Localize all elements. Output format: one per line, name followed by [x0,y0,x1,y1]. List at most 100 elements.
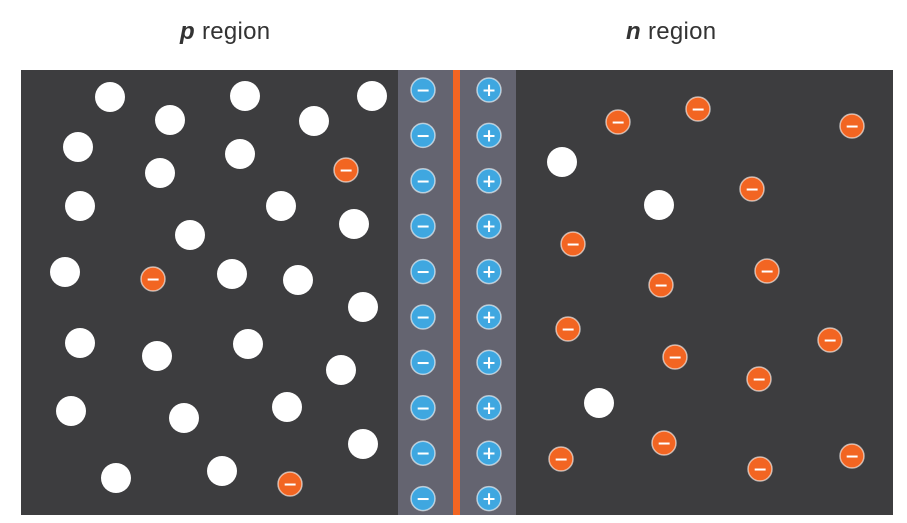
electron: − [277,471,303,497]
positive-ion: + [476,349,502,376]
hole [547,147,577,177]
positive-ion: + [476,304,502,330]
negative-ion: − [410,395,436,421]
electron: − [662,344,688,370]
negative-ion: − [410,122,436,149]
negative-ion-sign: − [416,353,431,373]
electron: − [839,443,865,469]
electron: − [548,446,574,472]
hole [272,392,302,422]
hole [101,463,131,493]
electron: − [739,176,765,202]
electron-body [333,157,359,183]
electron: − [605,109,631,135]
negative-ion-sign: − [416,217,431,237]
negative-ion: − [410,77,436,103]
electron-body [839,113,865,139]
positive-ion-sign: + [482,308,497,328]
negative-ion: − [410,213,436,239]
electron: − [651,430,677,456]
positive-ion-sign: + [482,444,497,464]
negative-ion-sign: − [416,444,431,464]
positive-ions-group: + + + + + + + + + + [476,77,502,512]
hole [299,106,329,136]
hole [225,139,255,169]
n-region-word: region [647,18,717,45]
electron: − [839,113,865,139]
hole [95,82,125,112]
electron-body [746,366,772,392]
negative-ion: − [410,440,436,466]
hole [169,403,199,433]
hole [348,429,378,459]
electron: − [685,96,711,122]
hole [175,220,205,250]
hole [230,81,260,111]
hole [584,388,614,418]
electron-sign: − [745,180,760,200]
positive-ion-sign: + [482,263,497,283]
junction-line [453,70,460,515]
electron-sign: − [691,100,706,120]
negative-ion-sign: − [416,126,431,146]
hole [56,396,86,426]
electron-body [839,443,865,469]
electrons-group: − − − − − − − − − − − − − − − − − − [140,96,865,497]
negative-ion-sign: − [416,81,431,101]
electron-sign: − [283,475,298,495]
electron-sign: − [760,262,775,282]
electron: − [746,366,772,392]
positive-ion: + [476,213,502,239]
positive-ion-sign: + [482,172,497,192]
electron-sign: − [668,348,683,368]
electron: − [754,258,780,284]
hole [348,292,378,322]
electron-sign: − [657,434,672,454]
electron: − [817,327,843,353]
positive-ion: + [476,77,502,103]
positive-ion-sign: + [482,490,497,510]
electron-sign: − [554,450,569,470]
electron-body [651,430,677,456]
n-letter: n [626,18,641,45]
electron-body [548,446,574,472]
electron-sign: − [753,460,768,480]
negative-ion-body [410,440,436,466]
negative-ion-body [410,77,436,103]
electron: − [560,231,586,257]
electron-body [560,231,586,257]
negative-ion-body [410,304,436,330]
p-region-title: p region [180,18,270,46]
negative-ion-body [410,485,436,512]
hole [65,191,95,221]
hole [207,456,237,486]
electron-body [685,96,711,122]
electron-sign: − [752,370,767,390]
negative-ion: − [410,304,436,330]
hole [283,265,313,295]
electron-body [662,344,688,370]
negative-ion: − [410,485,436,512]
positive-ion: + [476,258,502,285]
electron-sign: − [654,276,669,296]
positive-ion-body [476,168,502,194]
electron-body [648,272,674,298]
positive-ion-body [476,485,502,512]
positive-ion-body [476,440,502,466]
electron-body [605,109,631,135]
p-region-word: region [201,18,271,45]
positive-ion-body [476,395,502,421]
electron: − [555,316,581,342]
positive-ion-body [476,122,502,149]
electron-body [555,316,581,342]
negative-ion: − [410,258,436,285]
electron-body [739,176,765,202]
electron: − [648,272,674,298]
negative-ion-sign: − [416,308,431,328]
hole [63,132,93,162]
negative-ion-sign: − [416,399,431,419]
positive-ion-body [476,213,502,239]
positive-ion-body [476,349,502,376]
hole [266,191,296,221]
